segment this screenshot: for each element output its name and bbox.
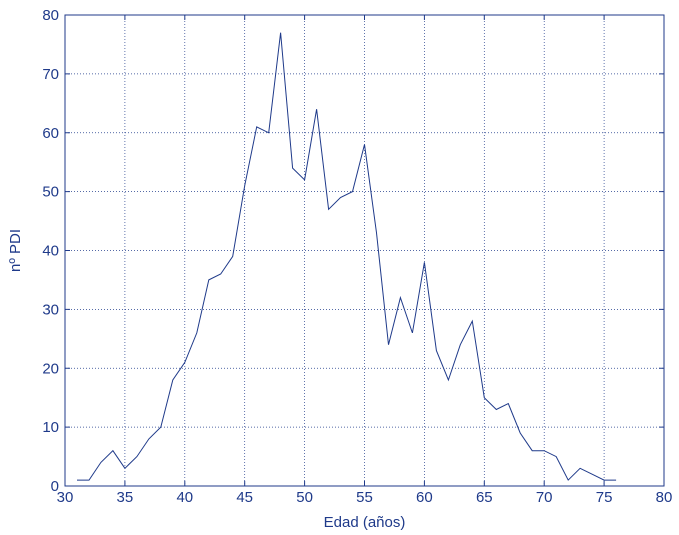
grid-lines [65,15,664,486]
x-tick-labels: 30 35 40 45 50 55 60 65 70 75 80 [57,489,673,506]
x-tick-label: 75 [596,489,613,506]
y-tick-label: 80 [42,7,59,24]
x-tick-label: 70 [536,489,553,506]
x-tick-label: 65 [476,489,493,506]
y-tick-label: 20 [42,360,59,377]
x-tick-label: 40 [176,489,193,506]
y-tick-label: 40 [42,243,59,260]
y-tick-label: 30 [42,301,59,318]
x-tick-label: 80 [656,489,673,506]
tick-marks [64,14,665,487]
x-tick-label: 30 [57,489,74,506]
y-axis-label: nº PDI [7,229,24,272]
x-tick-label: 55 [356,489,373,506]
x-tick-label: 50 [296,489,313,506]
x-tick-label: 45 [236,489,253,506]
y-tick-labels: 0 10 20 30 40 50 60 70 80 [42,7,59,495]
x-tick-label: 60 [416,489,433,506]
x-axis-label: Edad (años) [324,514,406,531]
y-tick-label: 0 [51,478,59,495]
x-tick-label: 35 [117,489,134,506]
y-tick-label: 50 [42,184,59,201]
y-tick-label: 60 [42,125,59,142]
y-tick-label: 10 [42,419,59,436]
series-group [77,32,617,481]
y-tick-label: 70 [42,66,59,83]
series-line [77,32,617,481]
